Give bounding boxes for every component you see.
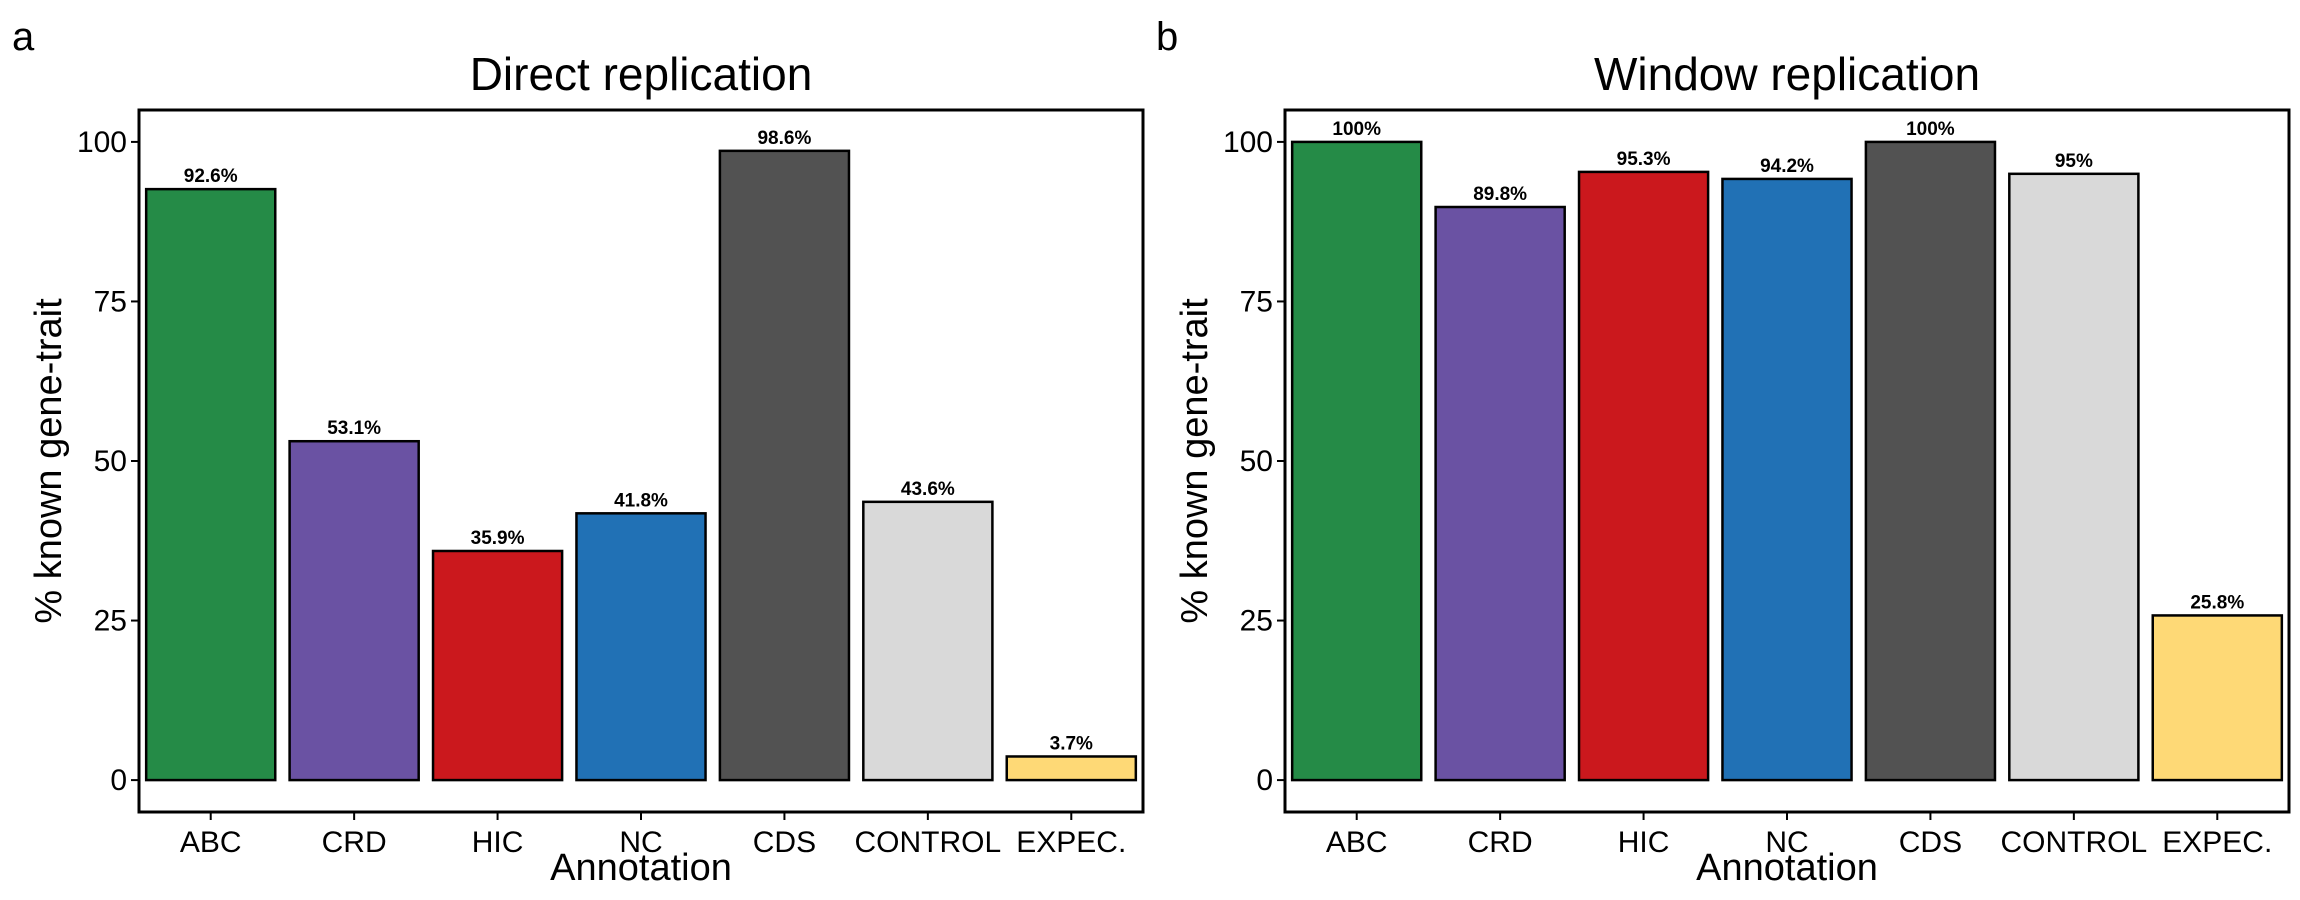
panel-a-x-tick-label: CDS: [753, 826, 816, 859]
panel-a-data-label: 41.8%: [614, 490, 668, 511]
panel-a-bar-expec: [1005, 755, 1138, 782]
panel-b-letter: b: [1156, 15, 1178, 59]
panel-a-x-tick-label: ABC: [180, 826, 242, 859]
panel-a-bar-control: [862, 500, 994, 782]
panel-a-letter: a: [12, 15, 35, 59]
panel-b-x-tick-label: CRD: [1468, 826, 1533, 859]
panel-a-y-tick-label: 25: [94, 605, 127, 638]
panel-a-title: Direct replication: [470, 48, 813, 100]
panel-a-data-label: 35.9%: [471, 528, 525, 549]
panel-b-data-label: 95%: [2055, 151, 2093, 172]
panel-a-y-axis-title: % known gene-trait: [28, 298, 70, 624]
panel-a-bar-nc: [575, 512, 707, 782]
panel-a-y-tick-label: 75: [94, 285, 127, 318]
panel-b-plot-frame: [1283, 108, 2291, 814]
panel-b-y-tick-label: 75: [1240, 285, 1273, 318]
panel-b-data-label: 94.2%: [1760, 156, 1814, 177]
panel-a-data-label: 92.6%: [184, 166, 238, 187]
panel-a-data-label: 3.7%: [1050, 733, 1093, 754]
panel-a-x-tick-label: HIC: [472, 826, 524, 859]
panel-b-x-tick-label: ABC: [1326, 826, 1388, 859]
panel-b-bar-expec: [2151, 614, 2284, 782]
panel-a-x-tick-label: NC: [619, 826, 662, 859]
panel-a-y-tick-label: 50: [94, 445, 127, 478]
panel-a-y-tick-label: 0: [110, 764, 127, 797]
panel-b-bar-cds: [1864, 140, 1997, 782]
panel-b-y-tick-label: 25: [1240, 605, 1273, 638]
panel-b-bar-control: [2008, 172, 2140, 782]
panel-a-data-label: 98.6%: [757, 128, 811, 149]
panel-b-bar-nc: [1721, 177, 1853, 782]
panel-a-y-tick-label: 100: [77, 126, 127, 159]
panel-a-bar-abc: [144, 187, 277, 782]
panel-b-x-tick-label: EXPEC.: [2162, 826, 2272, 859]
panel-a-bar-cds: [718, 149, 851, 782]
panel-b-x-tick-label: CDS: [1899, 826, 1962, 859]
panel-b-x-tick-label: NC: [1765, 826, 1808, 859]
panel-b-data-label: 100%: [1332, 119, 1381, 140]
panel-a-bar-crd: [288, 439, 420, 782]
panel-b-x-axis-title: Annotation: [1696, 847, 1878, 889]
panel-b-data-label: 95.3%: [1617, 149, 1671, 170]
panel-a-x-axis-title: Annotation: [550, 847, 732, 889]
panel-b-y-axis-title: % known gene-trait: [1174, 298, 1216, 624]
panel-b-title: Window replication: [1594, 48, 1980, 100]
panel-b-bar-hic: [1577, 170, 1710, 782]
panel-b-bar-crd: [1434, 205, 1566, 782]
panel-a-x-tick-label: CONTROL: [855, 826, 1002, 859]
panel-a-bar-hic: [431, 549, 564, 782]
panel-b-x-tick-label: CONTROL: [2001, 826, 2148, 859]
panel-a-x-tick-label: EXPEC.: [1016, 826, 1126, 859]
panel-b-y-tick-label: 0: [1256, 764, 1273, 797]
panel-b-data-label: 25.8%: [2190, 592, 2244, 613]
panel-b-y-tick-label: 100: [1223, 126, 1273, 159]
panel-b-data-label: 100%: [1906, 119, 1955, 140]
panel-b-bar-abc: [1290, 140, 1423, 782]
panel-b-x-tick-label: HIC: [1618, 826, 1670, 859]
panel-a-plot-frame: [137, 108, 1145, 814]
panel-a-x-tick-label: CRD: [322, 826, 387, 859]
panel-b-data-label: 89.8%: [1473, 184, 1527, 205]
panel-b-y-tick-label: 50: [1240, 445, 1273, 478]
panel-a-data-label: 53.1%: [327, 418, 381, 439]
panel-a-data-label: 43.6%: [901, 479, 955, 500]
